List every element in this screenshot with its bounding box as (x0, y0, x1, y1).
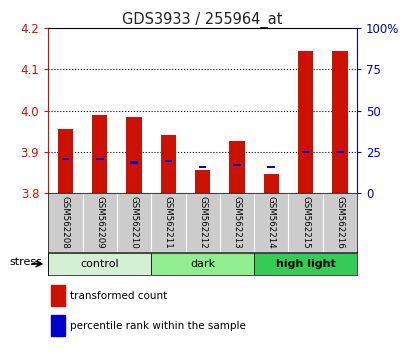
Bar (195, 170, 210, 193)
Bar (51, 315, 65, 336)
Bar (165, 160, 172, 162)
Text: GSM562214: GSM562214 (267, 196, 276, 249)
Text: GSM562215: GSM562215 (301, 196, 310, 249)
Text: GSM562211: GSM562211 (164, 196, 173, 249)
Text: dark: dark (190, 259, 215, 269)
Bar (199, 166, 206, 169)
Bar (51, 285, 65, 306)
Bar (92, 115, 108, 193)
Text: percentile rank within the sample: percentile rank within the sample (70, 321, 246, 331)
Bar (302, 151, 309, 153)
Text: transformed count: transformed count (70, 291, 167, 301)
Bar (151, 253, 254, 275)
Title: GDS3933 / 255964_at: GDS3933 / 255964_at (122, 12, 283, 28)
Bar (298, 51, 313, 193)
Bar (58, 129, 73, 193)
Bar (160, 135, 176, 193)
Bar (332, 51, 348, 193)
Bar (48, 253, 151, 275)
Text: stress: stress (9, 257, 42, 267)
Bar (336, 151, 344, 153)
Bar (254, 253, 357, 275)
Bar (233, 164, 241, 166)
Bar (263, 175, 279, 193)
Bar (229, 142, 245, 193)
Text: GSM562216: GSM562216 (335, 196, 344, 249)
Bar (126, 117, 142, 193)
Bar (96, 158, 103, 160)
Bar (62, 158, 69, 160)
Text: GSM562210: GSM562210 (129, 196, 139, 249)
Text: high light: high light (276, 259, 336, 269)
Bar (130, 161, 138, 164)
Text: control: control (81, 259, 119, 269)
Bar (268, 166, 275, 169)
Text: GSM562209: GSM562209 (95, 196, 104, 249)
Text: GSM562208: GSM562208 (61, 196, 70, 249)
Text: GSM562213: GSM562213 (232, 196, 241, 249)
Text: GSM562212: GSM562212 (198, 196, 207, 249)
